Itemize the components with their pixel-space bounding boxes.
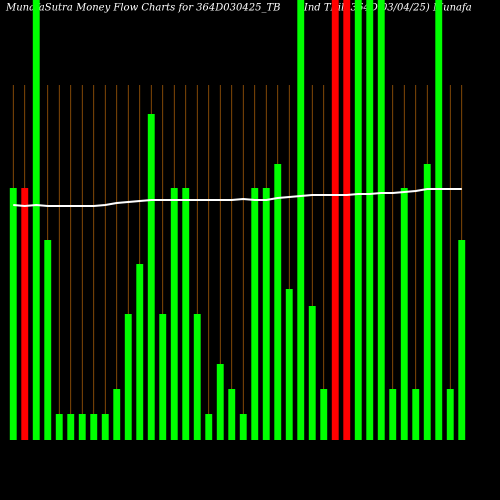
bar [228, 389, 236, 440]
average-line [13, 188, 462, 208]
bar [331, 0, 339, 440]
bar [67, 414, 75, 440]
bar [170, 188, 178, 440]
bar [366, 0, 374, 440]
bar [193, 314, 201, 440]
bar [147, 114, 155, 440]
bar [205, 414, 213, 440]
chart-title: MunafaSutra Money Flow Charts for 364D03… [5, 3, 280, 14]
bar [32, 0, 40, 440]
chart-subtitle: (Ind TBill 364D 03/04/25) Munafa [300, 3, 472, 14]
bar [78, 414, 86, 440]
bars [9, 0, 466, 440]
bar [159, 314, 167, 440]
bar [274, 164, 282, 440]
bar [377, 0, 385, 440]
bar [182, 188, 190, 440]
bar [21, 188, 29, 440]
bar [423, 164, 431, 440]
bar [9, 188, 17, 440]
bar [320, 389, 328, 440]
bar [435, 0, 443, 440]
bar [285, 289, 293, 440]
bar [446, 389, 454, 440]
bar [90, 414, 98, 440]
bar [354, 0, 362, 440]
bar [124, 314, 132, 440]
bar [136, 264, 144, 440]
bar [44, 240, 52, 440]
bar [216, 364, 224, 440]
bar [55, 414, 63, 440]
bar [297, 0, 305, 440]
bar [400, 188, 408, 440]
bar [308, 306, 316, 440]
bar [101, 414, 109, 440]
bar [251, 188, 259, 440]
bar [343, 0, 351, 440]
bar [412, 389, 420, 440]
bar [239, 414, 247, 440]
bar [389, 389, 397, 440]
bar [113, 389, 121, 440]
bar [458, 240, 466, 440]
bar [262, 188, 270, 440]
